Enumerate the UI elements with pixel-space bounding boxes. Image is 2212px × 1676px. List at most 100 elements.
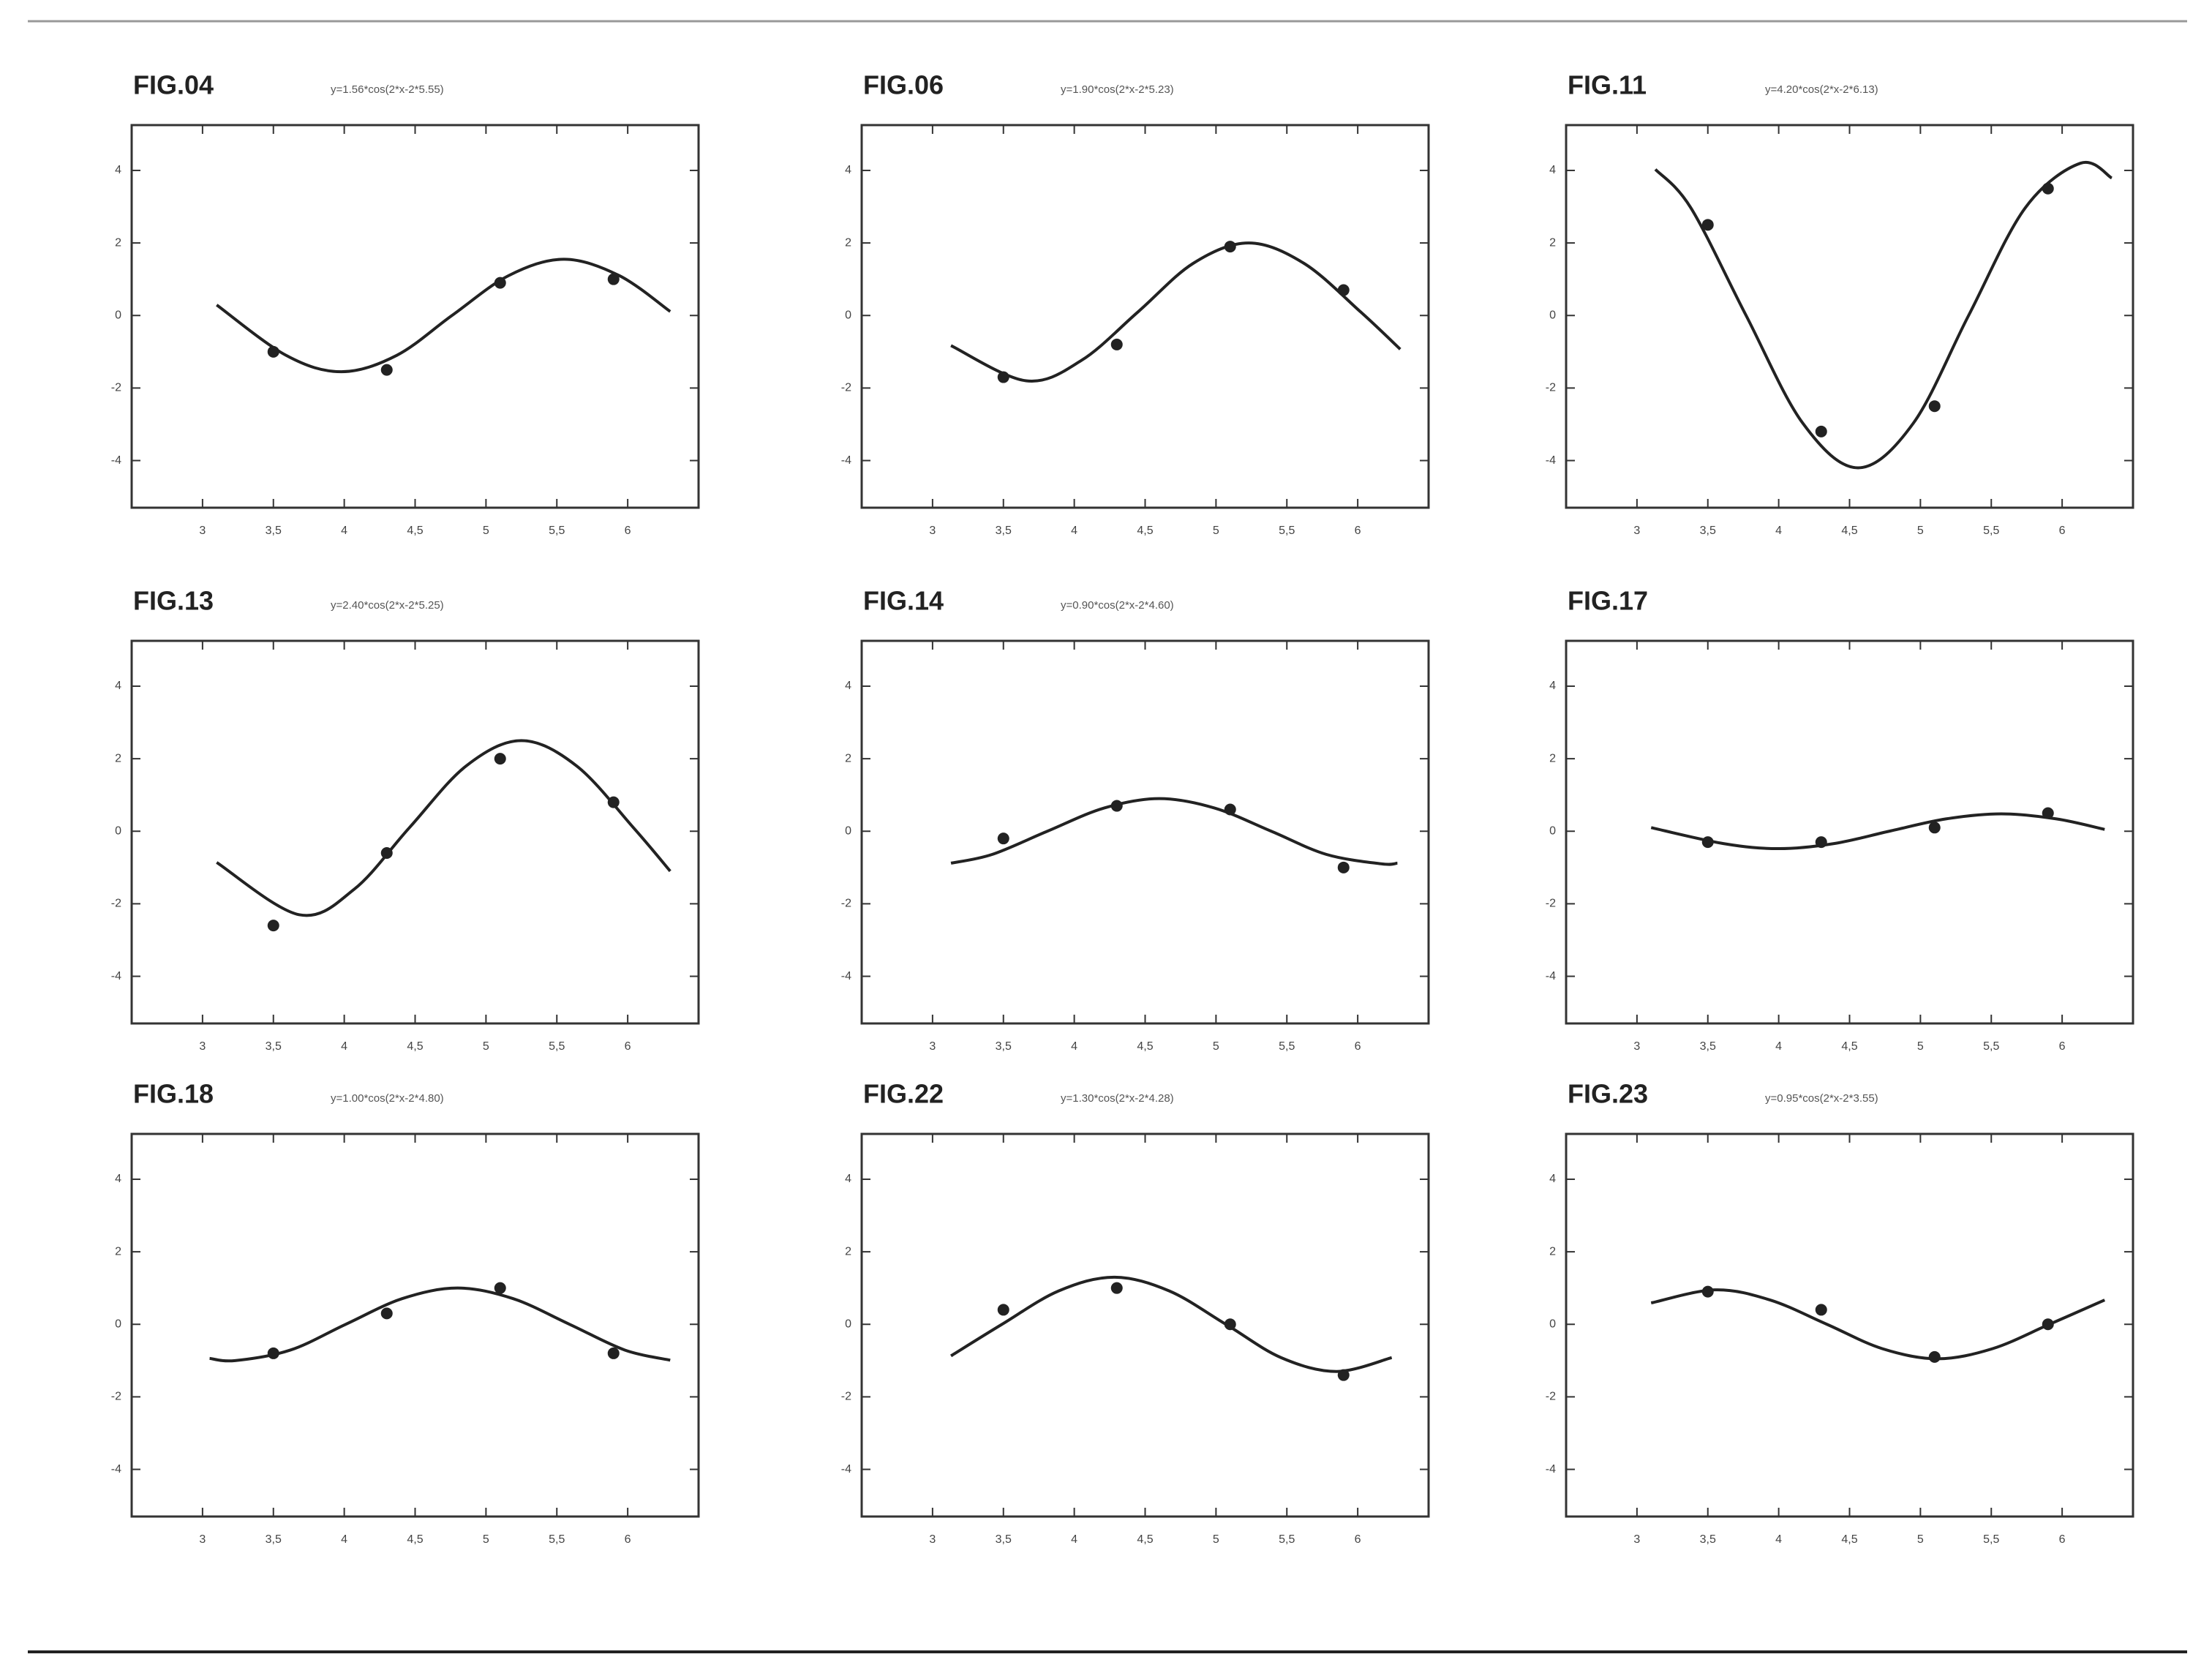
x-tick-label: 3 <box>199 525 206 537</box>
data-point <box>380 1307 393 1320</box>
x-tick-label: 4 <box>1071 1533 1077 1546</box>
fit-curve <box>216 739 672 917</box>
x-tick-label: 3 <box>929 1040 936 1053</box>
fit-formula: y=0.90*cos(2*x-2*4.60) <box>1061 599 1174 612</box>
y-tick-label: 0 <box>845 309 851 321</box>
y-tick-label: 4 <box>845 164 851 176</box>
y-tick-label: 0 <box>115 1318 121 1330</box>
data-point <box>1224 803 1236 816</box>
x-tick-label: 3 <box>929 525 936 537</box>
data-point <box>1815 425 1827 437</box>
y-tick-label: 0 <box>1549 309 1556 321</box>
data-point <box>267 345 279 358</box>
y-tick-label: 0 <box>845 824 851 837</box>
x-tick-label: 3 <box>929 1533 936 1546</box>
y-tick-label: -4 <box>841 1463 851 1476</box>
data-point <box>1224 241 1236 253</box>
y-tick-label: -2 <box>1546 1391 1556 1403</box>
x-tick-label: 5,5 <box>1279 1533 1295 1546</box>
y-tick-label: 4 <box>115 164 121 176</box>
x-tick-label: 6 <box>2059 1040 2066 1053</box>
x-tick-label: 3,5 <box>996 525 1012 537</box>
data-point <box>1928 400 1941 413</box>
fit-curve <box>950 797 1398 866</box>
y-tick-label: -4 <box>111 970 121 982</box>
x-tick-label: 3,5 <box>1700 525 1716 537</box>
x-tick-label: 4,5 <box>407 1040 423 1053</box>
y-tick-label: -2 <box>111 1391 121 1403</box>
x-tick-label: 5,5 <box>549 525 565 537</box>
data-point <box>380 364 393 376</box>
x-tick-label: 4,5 <box>407 525 423 537</box>
x-tick-label: 4 <box>341 1533 347 1546</box>
y-tick-label: 4 <box>115 1173 121 1185</box>
fit-curve <box>1650 812 2105 851</box>
data-point <box>1337 284 1350 296</box>
data-point <box>997 833 1009 845</box>
y-tick-label: 0 <box>115 309 121 321</box>
y-tick-label: -4 <box>841 454 851 467</box>
x-tick-label: 5,5 <box>1983 1533 1999 1546</box>
plot-frame <box>860 639 1430 1025</box>
data-point <box>997 1304 1009 1316</box>
data-point <box>607 1347 620 1359</box>
plot-frame <box>860 1132 1430 1518</box>
panel-title: FIG.18 <box>133 1079 214 1109</box>
y-tick-label: 4 <box>1549 680 1556 692</box>
data-point <box>607 273 620 285</box>
y-tick-label: -2 <box>111 898 121 910</box>
data-point <box>607 796 620 808</box>
y-tick-label: 2 <box>1549 1245 1556 1258</box>
y-tick-label: 0 <box>845 1318 851 1330</box>
panel: FIG.18 y=1.00*cos(2*x-2*4.80) 3 3,5 4 4,5 5 5,5… <box>111 1079 700 1546</box>
data-point <box>1701 836 1714 849</box>
x-tick-label: 3,5 <box>266 1533 282 1546</box>
data-point <box>1815 836 1827 849</box>
panel-title: FIG.14 <box>863 586 944 616</box>
x-tick-label: 5 <box>1917 525 1924 537</box>
data-point <box>494 1282 506 1294</box>
x-tick-label: 5,5 <box>1983 1040 1999 1053</box>
x-tick-label: 4 <box>1775 1533 1782 1546</box>
x-tick-label: 4,5 <box>407 1533 423 1546</box>
data-point <box>1224 1318 1236 1331</box>
panel-title: FIG.22 <box>863 1079 944 1109</box>
x-tick-label: 5,5 <box>1279 525 1295 537</box>
fit-formula: y=1.00*cos(2*x-2*4.80) <box>331 1092 444 1105</box>
plot-frame <box>130 1132 700 1518</box>
x-tick-label: 4 <box>1071 1040 1077 1053</box>
panel-title: FIG.17 <box>1568 586 1648 616</box>
data-point <box>1701 1285 1714 1298</box>
x-tick-label: 6 <box>1355 525 1361 537</box>
x-tick-label: 5 <box>483 1533 489 1546</box>
y-tick-label: 2 <box>115 1245 121 1258</box>
panel: FIG.06 y=1.90*cos(2*x-2*5.23) 3 3,5 4 4,5 5 5,5… <box>841 70 1430 537</box>
fit-curve <box>950 1275 1393 1373</box>
fit-curve <box>950 241 1402 383</box>
x-tick-label: 5 <box>1213 1533 1219 1546</box>
x-tick-label: 4,5 <box>1137 1533 1153 1546</box>
y-tick-label: 4 <box>1549 164 1556 176</box>
x-tick-label: 4,5 <box>1137 525 1153 537</box>
x-tick-label: 3,5 <box>266 1040 282 1053</box>
panel: FIG.22 y=1.30*cos(2*x-2*4.28) 3 3,5 4 4,5 5 5,5… <box>841 1079 1430 1546</box>
x-tick-label: 6 <box>2059 1533 2066 1546</box>
data-point <box>267 1347 279 1359</box>
panel-title: FIG.06 <box>863 70 944 100</box>
x-tick-label: 6 <box>625 1533 631 1546</box>
x-tick-label: 6 <box>1355 1040 1361 1053</box>
x-tick-label: 4,5 <box>1841 1040 1857 1053</box>
x-tick-label: 5 <box>1213 1040 1219 1053</box>
panel-title: FIG.04 <box>133 70 214 100</box>
x-tick-label: 6 <box>625 525 631 537</box>
y-tick-label: 4 <box>115 680 121 692</box>
y-tick-label: -2 <box>841 382 851 394</box>
y-tick-label: 2 <box>845 1245 851 1258</box>
data-point <box>1110 800 1123 812</box>
x-tick-label: 5 <box>1917 1533 1924 1546</box>
x-tick-label: 3,5 <box>1700 1040 1716 1053</box>
plot-frame <box>1565 639 2134 1025</box>
plot-frame <box>130 124 700 509</box>
x-tick-label: 5 <box>1917 1040 1924 1053</box>
panel: FIG.17 3 3,5 4 4,5 5 5,5 6 -4 -2 0 2 4 <box>1546 586 2134 1053</box>
